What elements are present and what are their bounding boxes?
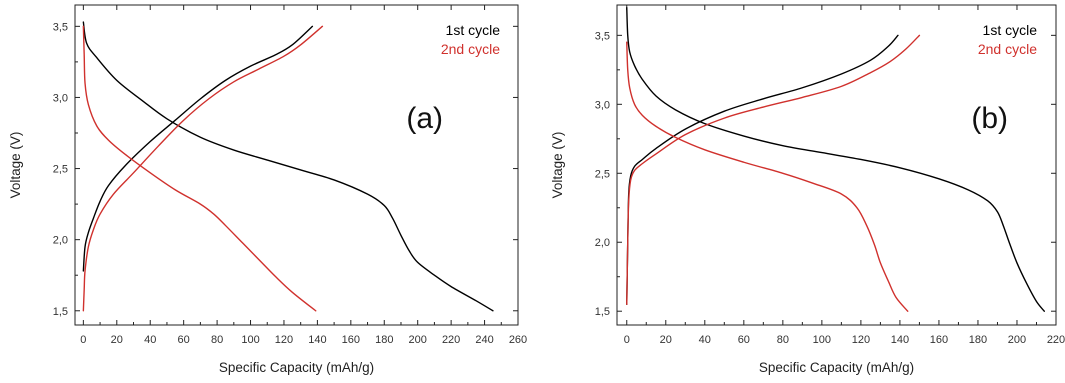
- x-tick-label: 120: [275, 334, 293, 346]
- x-tick-label: 60: [178, 334, 190, 346]
- x-tick-label: 220: [1047, 334, 1065, 346]
- curve-charge: [626, 34, 921, 306]
- curve-discharge: [82, 25, 317, 312]
- x-tick-label: 180: [375, 334, 393, 346]
- y-tick-label: 3,5: [595, 30, 610, 42]
- x-axis-title: Specific Capacity (mAh/g): [759, 360, 914, 375]
- x-axis-title: Specific Capacity (mAh/g): [219, 360, 374, 375]
- x-tick-label: 140: [308, 334, 326, 346]
- curve-charge: [626, 34, 899, 306]
- plot-frame: [74, 4, 519, 326]
- legend-entry-1st-cycle: 1st cycle: [983, 22, 1038, 38]
- chart-panel-a: 0 20 40 60 80 100 120 140 160 180 200 220 240 260 1,5 2…: [8, 4, 527, 375]
- x-tick-label: 100: [241, 334, 259, 346]
- y-tick-label: 3,0: [53, 92, 68, 104]
- plot-frame: [616, 4, 1057, 326]
- x-tick-label: 40: [699, 334, 711, 346]
- x-tick-label: 240: [475, 334, 493, 346]
- x-tick-label: 140: [891, 334, 909, 346]
- series-1st-cycle: [82, 21, 494, 312]
- x-tick-label: 220: [442, 334, 460, 346]
- x-tick-label: 20: [111, 334, 123, 346]
- y-tick-label: 3,5: [53, 21, 68, 33]
- x-tick-label: 20: [660, 334, 672, 346]
- x-tick-label: 200: [1008, 334, 1026, 346]
- curve-discharge: [626, 41, 909, 312]
- legend-entry-1st-cycle: 1st cycle: [446, 22, 501, 38]
- y-axis-title: Voltage (V): [8, 132, 23, 199]
- x-tick-label: 0: [624, 334, 630, 346]
- series-2nd-cycle: [82, 25, 324, 312]
- x-tick-label: 0: [80, 334, 86, 346]
- curve-discharge: [626, 7, 1045, 312]
- panel-label: (a): [406, 102, 443, 135]
- y-tick-label: 2,5: [53, 164, 68, 176]
- x-tick-label: 260: [509, 334, 527, 346]
- x-tick-label: 120: [852, 334, 870, 346]
- x-tick-label: 160: [342, 334, 360, 346]
- legend-entry-2nd-cycle: 2nd cycle: [441, 41, 500, 57]
- y-tick-label: 3,0: [595, 99, 610, 111]
- y-tick-label: 1,5: [53, 306, 68, 318]
- x-tick-label: 200: [409, 334, 427, 346]
- y-tick-label: 1,5: [595, 306, 610, 318]
- curve-charge: [82, 25, 314, 272]
- x-tick-label: 100: [813, 334, 831, 346]
- x-tick-label: 80: [777, 334, 789, 346]
- curve-discharge: [82, 21, 494, 312]
- x-tick-label: 40: [144, 334, 156, 346]
- x-tick-label: 160: [930, 334, 948, 346]
- y-tick-label: 2,0: [53, 235, 68, 247]
- y-axis-title: Voltage (V): [550, 132, 565, 199]
- curve-charge: [82, 25, 324, 312]
- y-tick-label: 2,0: [595, 237, 610, 249]
- chart-panel-b: 0 20 40 60 80 100 120 140 160 180 200 220 1,5 2,0 2,5 3…: [550, 4, 1065, 375]
- panel-label: (b): [971, 102, 1008, 135]
- series-2nd-cycle: [626, 34, 921, 312]
- x-tick-label: 180: [969, 334, 987, 346]
- x-tick-label: 60: [738, 334, 750, 346]
- x-tick-label: 80: [211, 334, 223, 346]
- legend-entry-2nd-cycle: 2nd cycle: [978, 41, 1037, 57]
- y-tick-label: 2,5: [595, 168, 610, 180]
